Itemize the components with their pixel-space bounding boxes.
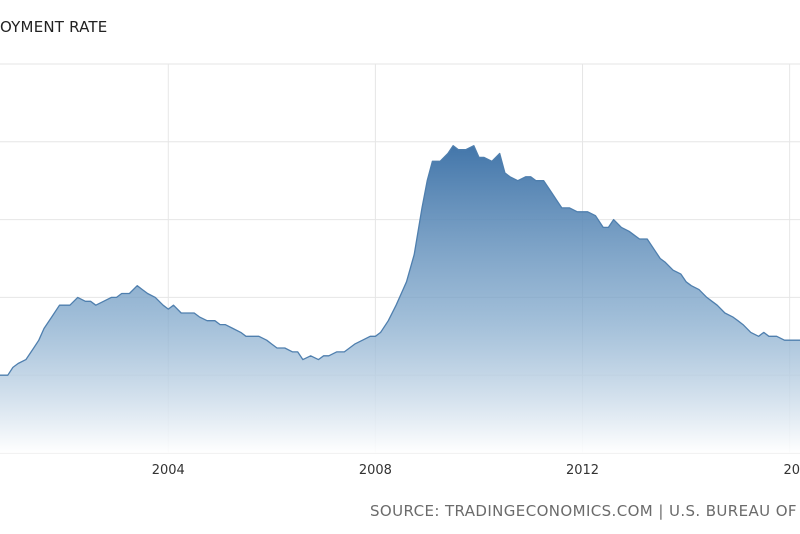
x-axis: 2004 2008 2012 20	[152, 463, 800, 478]
x-tick-label: 2004	[152, 463, 185, 478]
x-tick-label: 2012	[566, 463, 599, 478]
chart-title: OYMENT RATE	[0, 18, 108, 36]
series-area	[0, 145, 800, 453]
series-line	[0, 145, 800, 376]
x-tick-label: 2008	[359, 463, 392, 478]
source-note: SOURCE: TRADINGECONOMICS.COM | U.S. BURE…	[370, 502, 800, 520]
x-tick-label: 20	[783, 463, 800, 478]
